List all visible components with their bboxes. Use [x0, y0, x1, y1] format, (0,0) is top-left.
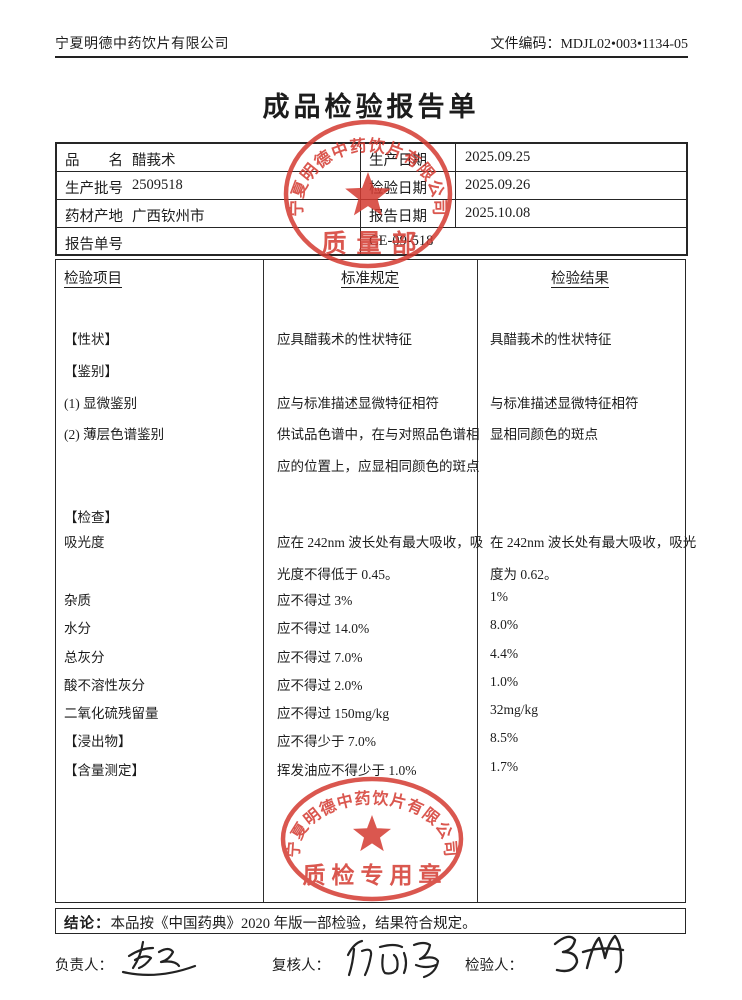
- conclusion-text: 本品按《中国药典》2020 年版一部检验，结果符合规定。: [110, 916, 477, 932]
- results-table: 检验项目 标准规定 检验结果 【性状】 应具醋莪术的性状特征 具醋莪术的性状特征…: [55, 259, 696, 903]
- responsible-signature: [121, 940, 197, 976]
- item-label: (1) 显微鉴别: [64, 396, 138, 411]
- result-text: 具醋莪术的性状特征: [490, 332, 612, 347]
- standard-text: 应不得过 3%: [277, 593, 353, 608]
- production-date-label: 生产日期: [369, 153, 427, 169]
- stamp-star-icon: [352, 815, 392, 852]
- standard-text: 光度不得低于 0.45。: [277, 567, 399, 582]
- col-header-result: 检验结果: [551, 271, 609, 287]
- batch-no-label: 生产批号: [65, 181, 123, 197]
- item-label: 酸不溶性灰分: [64, 678, 145, 693]
- standard-text: 应不得过 14.0%: [277, 621, 370, 636]
- stamp-star-icon: [345, 172, 391, 216]
- standard-text: 挥发油应不得少于 1.0%: [277, 763, 417, 778]
- result-text: 8.5%: [490, 730, 519, 745]
- standard-text: 应与标准描述显微特征相符: [277, 396, 439, 411]
- item-label: (2) 薄层色谱鉴别: [64, 427, 165, 442]
- result-text: 1.7%: [490, 759, 519, 774]
- info-row-divider: [57, 170, 686, 172]
- standard-text: 应在 242nm 波长处有最大吸收，吸: [277, 535, 484, 550]
- item-label: 【鉴别】: [64, 364, 118, 379]
- item-label: 【检查】: [64, 510, 118, 525]
- conclusion-label: 结论：: [64, 916, 111, 932]
- info-table: 品 名 醋莪术 生产批号 2509518 药材产地 广西钦州市 报告单号 CE-…: [55, 142, 688, 256]
- report-no-value: CE-09-518: [369, 233, 434, 249]
- standard-text: 应的位置上，应显相同颜色的斑点: [277, 459, 480, 474]
- item-label: 【含量测定】: [64, 763, 145, 778]
- result-text: 4.4%: [490, 646, 519, 661]
- origin-value: 广西钦州市: [132, 209, 205, 225]
- item-label: 总灰分: [64, 650, 105, 665]
- standard-text: 应不得过 7.0%: [277, 650, 363, 665]
- table-col-divider: [263, 260, 264, 902]
- result-text: 显相同颜色的斑点: [490, 427, 598, 442]
- stamp-dept-text: 质量部: [321, 229, 426, 258]
- col-header-standard: 标准规定: [341, 271, 399, 287]
- origin-label: 药材产地: [65, 209, 123, 225]
- info-col-divider: [455, 144, 456, 227]
- inspector-label: 检验人：: [465, 958, 523, 974]
- standard-text: 应不得少于 7.0%: [277, 734, 376, 749]
- conclusion-row: 结论：本品按《中国药典》2020 年版一部检验，结果符合规定。: [55, 908, 686, 934]
- batch-no-value: 2509518: [132, 177, 183, 193]
- item-label: 二氧化硫残留量: [64, 706, 159, 721]
- product-name-label: 品 名: [65, 153, 123, 169]
- result-text: 与标准描述显微特征相符: [490, 396, 639, 411]
- result-text: 度为 0.62。: [490, 567, 558, 582]
- item-label: 吸光度: [64, 535, 105, 550]
- result-text: 1.0%: [490, 674, 519, 689]
- col-header-item: 检验项目: [64, 271, 122, 287]
- company-name: 宁夏明德中药饮片有限公司: [55, 37, 229, 52]
- result-text: 在 242nm 波长处有最大吸收，吸光: [490, 535, 697, 550]
- quality-dept-stamp: 宁夏明德中药饮片有限公司 质量部: [283, 119, 453, 269]
- production-date-value: 2025.09.25: [465, 149, 531, 165]
- stamp-seal-text: 质检专用章: [303, 862, 448, 888]
- result-text: 1%: [490, 589, 508, 604]
- item-label: 【性状】: [64, 332, 118, 347]
- table-col-divider: [477, 260, 478, 902]
- report-no-label: 报告单号: [65, 237, 123, 253]
- report-date-label: 报告日期: [369, 209, 427, 225]
- item-label: 杂质: [64, 593, 91, 608]
- standard-text: 应具醋莪术的性状特征: [277, 332, 412, 347]
- standard-text: 供试品色谱中，在与对照品色谱相: [277, 427, 480, 442]
- result-text: 32mg/kg: [490, 702, 539, 717]
- responsible-label: 负责人：: [55, 958, 113, 974]
- standard-text: 应不得过 2.0%: [277, 678, 363, 693]
- qc-seal-stamp: 宁夏明德中药饮片有限公司 质检专用章: [280, 776, 464, 902]
- item-label: 水分: [64, 621, 91, 636]
- product-name-value: 醋莪术: [132, 153, 176, 169]
- inspection-date-value: 2025.09.26: [465, 177, 531, 193]
- inspector-signature: [553, 934, 625, 974]
- reviewer-signature: [346, 939, 440, 979]
- header-divider: [55, 56, 688, 58]
- reviewer-label: 复核人：: [272, 958, 330, 974]
- info-row-divider: [57, 226, 686, 228]
- item-label: 【浸出物】: [64, 734, 132, 749]
- standard-text: 应不得过 150mg/kg: [277, 706, 390, 721]
- result-text: 8.0%: [490, 617, 519, 632]
- document-code: 文件编码：MDJL02•003•1134-05: [490, 37, 688, 52]
- report-date-value: 2025.10.08: [465, 205, 531, 221]
- page-title: 成品检验报告单: [262, 92, 480, 122]
